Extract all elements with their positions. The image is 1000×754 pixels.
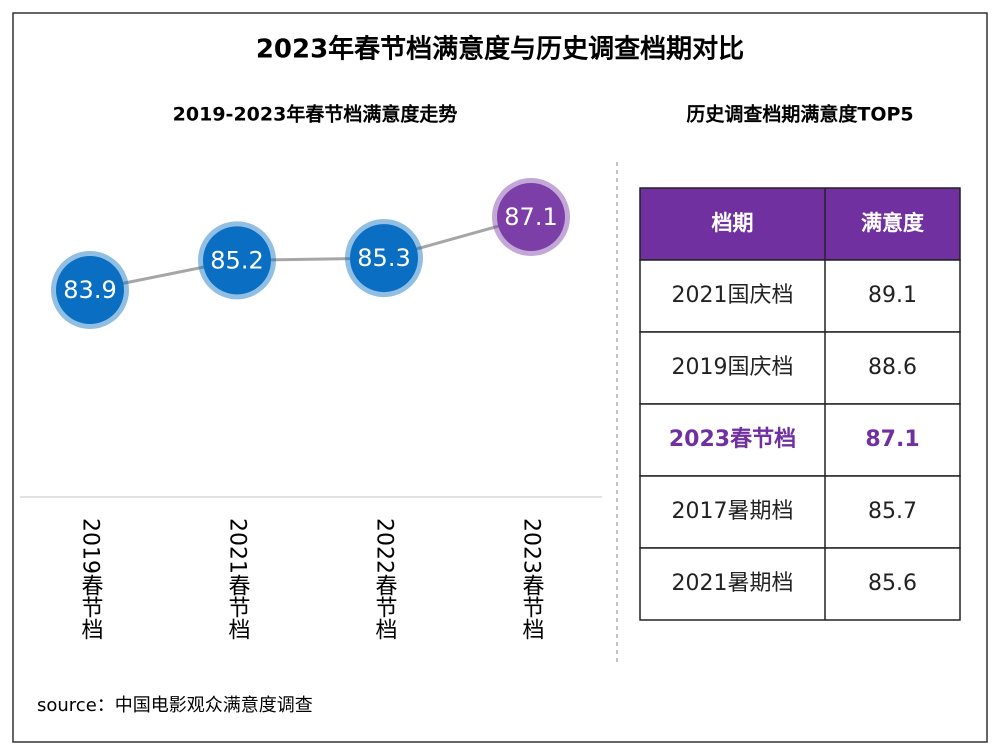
x-tick-label: 2019春节档 xyxy=(78,518,104,640)
table-cell: 2017暑期档 xyxy=(672,499,794,524)
table-header-bg xyxy=(639,187,961,261)
table-cell: 88.6 xyxy=(868,355,917,380)
table-cell: 2021国庆档 xyxy=(672,283,794,308)
data-label: 87.1 xyxy=(504,203,557,231)
table-cell: 85.6 xyxy=(868,571,917,596)
source: source：中国电影观众满意度调查 xyxy=(37,695,313,716)
data-label: 85.3 xyxy=(357,244,410,272)
line xyxy=(89,215,532,292)
table-cell: 85.7 xyxy=(868,499,917,524)
x-tick-label: 2022春节档 xyxy=(372,518,398,640)
table-header: 档期 xyxy=(712,211,754,235)
x-tick-label: 2021春节档 xyxy=(225,518,251,640)
chart-title: 2019-2023年春节档满意度走势 xyxy=(173,103,458,126)
table-row xyxy=(639,259,961,333)
table-cell: 2019国庆档 xyxy=(672,355,794,380)
table-cell: 2021暑期档 xyxy=(672,571,794,596)
table-row xyxy=(639,547,961,621)
page-title: 2023年春节档满意度与历史调查档期对比 xyxy=(256,34,744,65)
x-tick-label: 2023春节档 xyxy=(519,518,545,640)
point xyxy=(350,224,418,293)
data-label: 83.9 xyxy=(63,276,116,304)
table-header: 满意度 xyxy=(861,211,924,235)
data-label: 85.2 xyxy=(210,246,263,274)
table-row xyxy=(639,475,961,549)
table-title: 历史调查档期满意度TOP5 xyxy=(686,103,913,126)
table-cell: 2023春节档 xyxy=(669,427,796,452)
table-cell: 89.1 xyxy=(868,283,917,308)
point xyxy=(56,256,124,324)
point xyxy=(203,226,271,295)
point xyxy=(497,183,565,251)
table-cell: 87.1 xyxy=(865,427,919,452)
